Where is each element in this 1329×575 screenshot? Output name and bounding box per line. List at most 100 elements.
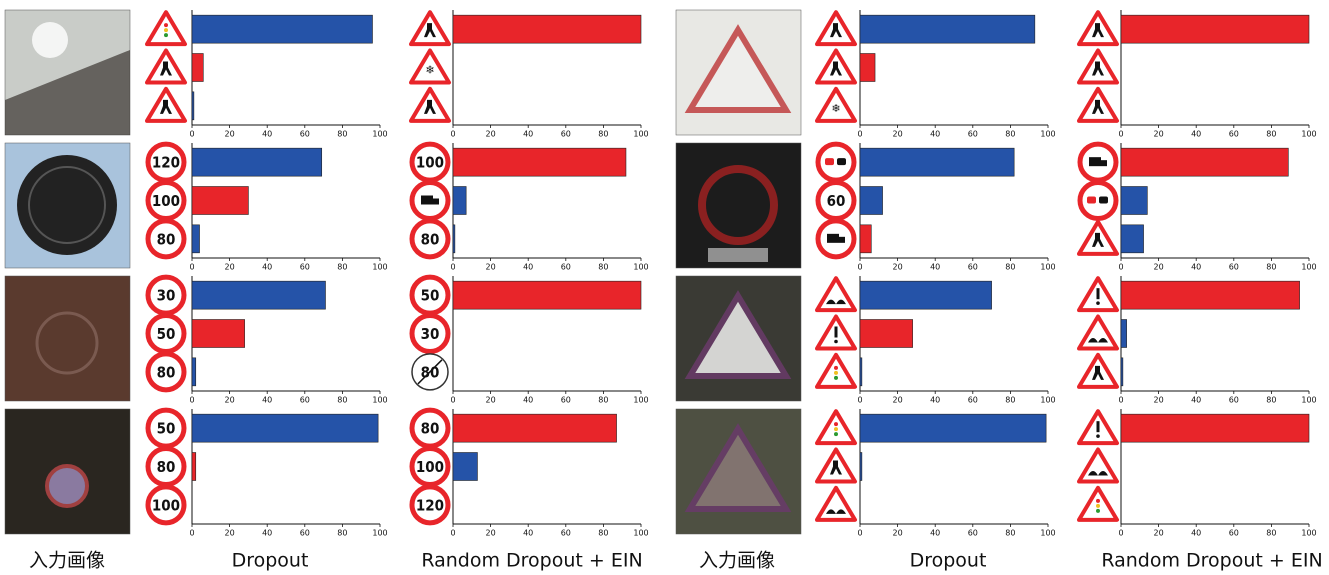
x-tick-label: 100 — [1040, 529, 1055, 538]
bar — [859, 147, 1015, 177]
x-tick-label: 40 — [1191, 396, 1201, 405]
x-tick-label: 100 — [372, 396, 387, 405]
x-tick-label: 60 — [561, 130, 571, 139]
sign-symbol — [417, 359, 443, 385]
x-tick-label: 100 — [633, 130, 648, 139]
x-tick-label: 0 — [857, 529, 862, 538]
bar — [452, 413, 617, 443]
x-tick-label: 20 — [893, 263, 903, 272]
x-tick-label: 20 — [225, 130, 235, 139]
sign-symbol — [164, 28, 168, 33]
x-tick-label: 20 — [486, 529, 496, 538]
caption: Random Dropout + EIN — [1101, 550, 1322, 572]
x-tick-label: 40 — [1191, 263, 1201, 272]
x-tick-label: 0 — [857, 130, 862, 139]
bar — [859, 319, 913, 348]
bar — [1120, 319, 1127, 348]
bar-chart: 0 20 40 60 80 100 — [1118, 276, 1317, 405]
sign-symbol — [834, 326, 838, 338]
x-tick-label: 20 — [486, 130, 496, 139]
bar — [859, 357, 863, 387]
sign-symbol — [1096, 498, 1100, 503]
x-tick-label: 100 — [1301, 396, 1316, 405]
x-tick-label: 0 — [1118, 529, 1123, 538]
sign — [815, 276, 857, 313]
sign-symbol — [421, 195, 433, 205]
x-tick-label: 20 — [1154, 130, 1164, 139]
sign-label: 80 — [157, 458, 176, 476]
sign-symbol — [1089, 157, 1101, 167]
x-tick-label: 80 — [1005, 130, 1015, 139]
bar — [191, 357, 197, 387]
bar — [191, 53, 204, 82]
x-tick-label: 100 — [1040, 396, 1055, 405]
x-tick-label: 60 — [1229, 130, 1239, 139]
x-tick-label: 0 — [857, 263, 862, 272]
x-tick-label: 100 — [372, 263, 387, 272]
x-tick-label: 20 — [225, 529, 235, 538]
sign — [409, 484, 451, 526]
sign — [409, 313, 451, 354]
x-tick-label: 20 — [893, 529, 903, 538]
x-tick-label: 80 — [598, 396, 608, 405]
sign-label: 30 — [157, 287, 176, 305]
bar-chart: 0 20 40 60 80 100 — [189, 10, 388, 139]
x-tick-label: 40 — [1191, 130, 1201, 139]
sign-symbol — [834, 370, 838, 375]
x-tick-label: 60 — [1229, 263, 1239, 272]
x-tick-label: 0 — [857, 396, 862, 405]
sign-label: 120 — [152, 154, 180, 172]
x-tick-label: 60 — [561, 263, 571, 272]
bar-chart: 0 20 40 60 80 100 — [857, 409, 1056, 538]
x-tick-label: 100 — [1040, 263, 1055, 272]
sign-symbol — [837, 158, 846, 166]
bar-chart: 0 20 40 60 80 100 — [450, 276, 649, 405]
x-tick-label: 100 — [1301, 263, 1316, 272]
bar — [859, 186, 883, 215]
caption: 入力画像 — [699, 550, 775, 572]
x-tick-label: 60 — [561, 529, 571, 538]
x-tick-label: 100 — [1040, 130, 1055, 139]
sign-symbol — [1096, 301, 1100, 305]
image-detail — [32, 22, 68, 58]
sign — [145, 218, 187, 260]
bar — [191, 91, 195, 121]
bar — [191, 280, 326, 310]
x-tick-label: 100 — [633, 263, 648, 272]
sign-symbol — [1092, 232, 1104, 247]
sign-symbol — [1096, 434, 1100, 438]
x-tick-label: 60 — [1229, 529, 1239, 538]
bar — [191, 147, 323, 177]
x-tick-label: 100 — [372, 130, 387, 139]
sign-symbol — [1096, 508, 1100, 513]
x-tick-label: 0 — [450, 130, 455, 139]
bar — [1120, 14, 1310, 44]
sign-symbol — [1096, 503, 1100, 508]
sign-symbol: ❄ — [831, 102, 840, 115]
sign — [1077, 180, 1119, 221]
x-tick-label: 20 — [893, 396, 903, 405]
sign-label: 80 — [421, 230, 440, 248]
sign-label: 100 — [416, 458, 444, 476]
x-tick-label: 80 — [1266, 529, 1276, 538]
x-tick-label: 60 — [300, 263, 310, 272]
bar-chart: 0 20 40 60 80 100 — [189, 143, 388, 272]
image-detail — [684, 290, 792, 379]
sign-symbol — [834, 427, 838, 432]
x-tick-label: 20 — [225, 263, 235, 272]
image-detail — [45, 464, 89, 508]
sign-symbol — [1096, 288, 1100, 300]
caption: 入力画像 — [29, 550, 105, 572]
sign-label: 80 — [157, 230, 176, 248]
sign-symbol — [834, 365, 838, 370]
x-tick-label: 40 — [930, 130, 940, 139]
sign-symbol — [424, 23, 436, 38]
x-tick-label: 60 — [1229, 396, 1239, 405]
bar — [859, 53, 876, 82]
sign-symbol — [1101, 160, 1107, 167]
x-tick-label: 0 — [450, 263, 455, 272]
image-detail — [35, 311, 99, 375]
sign — [815, 485, 857, 522]
sign-label: 50 — [421, 287, 440, 305]
